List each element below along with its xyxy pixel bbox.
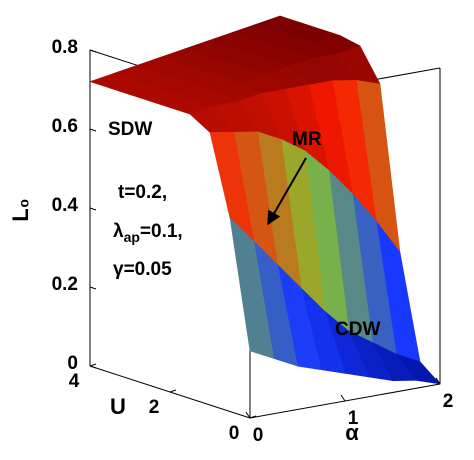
x-tick [245,411,251,419]
y-axis-label: U [110,394,126,419]
z-tick-label: 0.2 [52,274,78,295]
x-tick [435,377,441,385]
z-tick [89,286,97,290]
x-tick-label: 0 [253,425,264,446]
z-axis-label: L₀ [8,198,33,221]
y-tick-label: 0 [229,423,240,444]
y-tick [169,389,177,393]
annotation: SDW [108,119,152,140]
annotation: CDW [335,319,380,340]
arrow [267,157,307,226]
x-axis-label: α [345,420,359,445]
z-tick-label: 0 [67,353,78,374]
y-tick [249,415,257,419]
surface-patch [229,217,275,359]
z-tick-label: 0.4 [52,195,79,216]
y-tick [89,363,97,367]
z-tick [89,207,97,211]
z-tick [89,49,97,53]
annotation: t=0.2, [118,182,167,203]
z-tick-label: 0.8 [52,37,78,58]
x-tick [340,394,346,402]
z-tick-label: 0.6 [52,116,78,137]
annotation: γ=0.05 [113,259,172,280]
y-tick-label: 4 [69,371,80,392]
y-tick-label: 2 [149,397,160,418]
annotation: MR [292,129,322,150]
z-tick [89,128,97,132]
ticks: 0 0.2 0.4 0.6 0.8 0 1 2 0 2 4 [52,37,454,446]
x-tick-label: 1 [348,408,359,429]
z-tick [89,365,97,369]
annotation: λap=0.1, [113,221,183,245]
x-tick-label: 2 [443,391,454,412]
